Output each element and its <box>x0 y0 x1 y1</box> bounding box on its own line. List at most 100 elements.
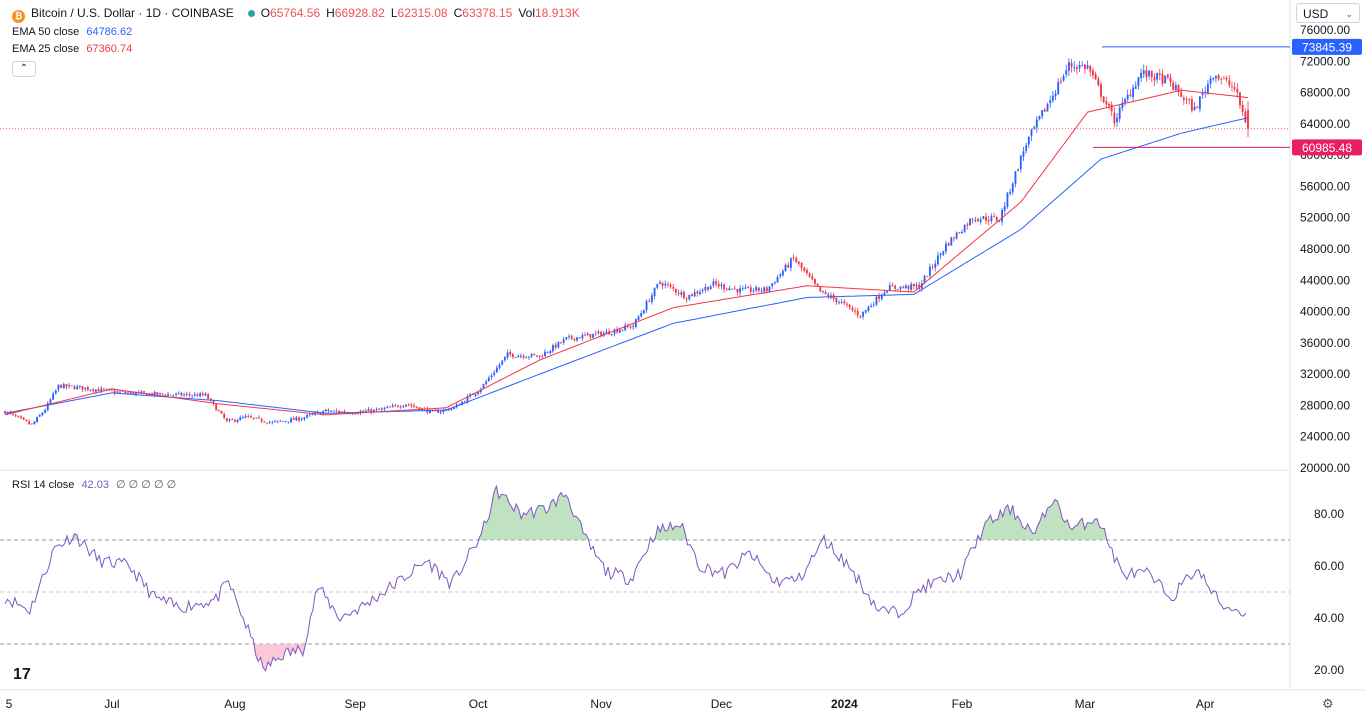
candle-body <box>936 255 939 265</box>
candle-body <box>1014 171 1017 184</box>
candle-body <box>757 287 760 291</box>
candle-body <box>942 251 945 255</box>
candle-body <box>370 409 373 413</box>
candle-body <box>501 360 504 365</box>
candle-body <box>1003 206 1006 211</box>
candle-body <box>950 237 953 246</box>
chevron-down-icon: ⌄ <box>1345 9 1353 19</box>
candle-body <box>955 232 958 239</box>
settings-icon[interactable]: ⚙ <box>1322 696 1334 711</box>
candle-body <box>1214 76 1217 79</box>
tradingview-logo[interactable]: 17 <box>13 666 31 683</box>
ema25-line <box>4 89 1249 416</box>
symbol-title: Bitcoin / U.S. Dollar · 1D · COINBASE <box>31 6 234 20</box>
candle-body <box>664 283 667 286</box>
candle-body <box>1212 77 1215 80</box>
candle-body <box>624 325 627 331</box>
candle-body <box>1137 77 1140 87</box>
candle-body <box>217 410 220 412</box>
price-pane[interactable] <box>0 46 1290 426</box>
price-tick-label: 68000.00 <box>1300 86 1350 100</box>
candle-body <box>768 286 771 292</box>
candle-body <box>787 264 790 268</box>
candle-body <box>332 410 335 412</box>
candle-body <box>696 291 699 294</box>
candle-body <box>755 287 758 291</box>
candle-body <box>271 421 274 423</box>
candle-body <box>343 411 346 413</box>
candle-body <box>14 414 17 417</box>
candle-body <box>519 355 522 357</box>
candle-body <box>450 408 453 410</box>
candle-body <box>1089 65 1092 72</box>
candle-body <box>78 386 81 387</box>
candle-body <box>763 287 766 292</box>
candle-body <box>1201 92 1204 96</box>
time-tick-label: Nov <box>590 697 611 711</box>
candle-body <box>1145 70 1148 78</box>
candle-body <box>701 289 704 292</box>
candle-body <box>645 301 648 310</box>
rsi-legend[interactable]: RSI 14 close 42.03 ∅ ∅ ∅ ∅ ∅ <box>12 478 176 491</box>
candle-body <box>733 288 736 290</box>
candle-body <box>1081 65 1084 66</box>
candle-body <box>292 418 295 420</box>
ema25-legend[interactable]: EMA 25 close 67360.74 <box>12 43 132 55</box>
candle-body <box>84 387 87 390</box>
candle-body <box>1033 127 1036 129</box>
candle-body <box>9 412 12 414</box>
candle-body <box>70 385 73 387</box>
candle-body <box>4 411 6 414</box>
candle-body <box>1236 88 1239 93</box>
candle-body <box>990 216 993 221</box>
candle-body <box>1102 96 1105 103</box>
candle-body <box>340 411 343 413</box>
candle-body <box>629 326 632 328</box>
candle-body <box>399 406 402 408</box>
candle-body <box>94 389 97 392</box>
candle-body <box>784 264 787 272</box>
candle-body <box>771 283 774 287</box>
candle-body <box>1196 107 1199 109</box>
candle-body <box>1190 99 1193 111</box>
candle-body <box>1084 64 1086 70</box>
candle-body <box>1223 78 1225 80</box>
candle-body <box>372 409 375 413</box>
candle-body <box>728 288 731 291</box>
candle-body <box>549 350 552 353</box>
candle-body <box>797 261 800 264</box>
candle-body <box>961 231 963 234</box>
candle-body <box>597 331 600 333</box>
candle-body <box>391 405 394 407</box>
candle-body <box>533 354 536 356</box>
rsi-value: 42.03 <box>81 479 109 491</box>
candle-body <box>397 405 399 407</box>
candle-body <box>570 335 573 339</box>
candle-body <box>576 337 578 341</box>
time-tick-label: Oct <box>469 697 488 711</box>
candle-body <box>653 287 656 297</box>
candle-body <box>875 296 878 305</box>
candle-body <box>159 392 161 395</box>
candle-body <box>300 418 303 421</box>
candle-body <box>60 384 63 388</box>
candle-body <box>241 417 244 418</box>
candle-body <box>589 334 592 338</box>
currency-select[interactable]: USD ⌄ <box>1296 3 1360 23</box>
candle-body <box>68 385 71 387</box>
price-tick-label: 64000.00 <box>1300 117 1350 131</box>
ema50-legend[interactable]: EMA 50 close 64786.62 <box>12 26 132 38</box>
candle-body <box>506 352 509 358</box>
candle-body <box>1198 96 1201 109</box>
time-tick-label: Apr <box>1196 697 1215 711</box>
candle-body <box>514 356 517 358</box>
candle-body <box>231 419 234 421</box>
collapse-legend-button[interactable]: ⌃ <box>12 61 36 77</box>
candle-body <box>1070 62 1073 67</box>
rsi-tick-label: 80.00 <box>1314 507 1344 521</box>
rsi-pane[interactable] <box>0 484 1290 672</box>
candle-body <box>201 393 204 396</box>
candle-body <box>81 386 84 390</box>
candle-body <box>62 384 65 389</box>
